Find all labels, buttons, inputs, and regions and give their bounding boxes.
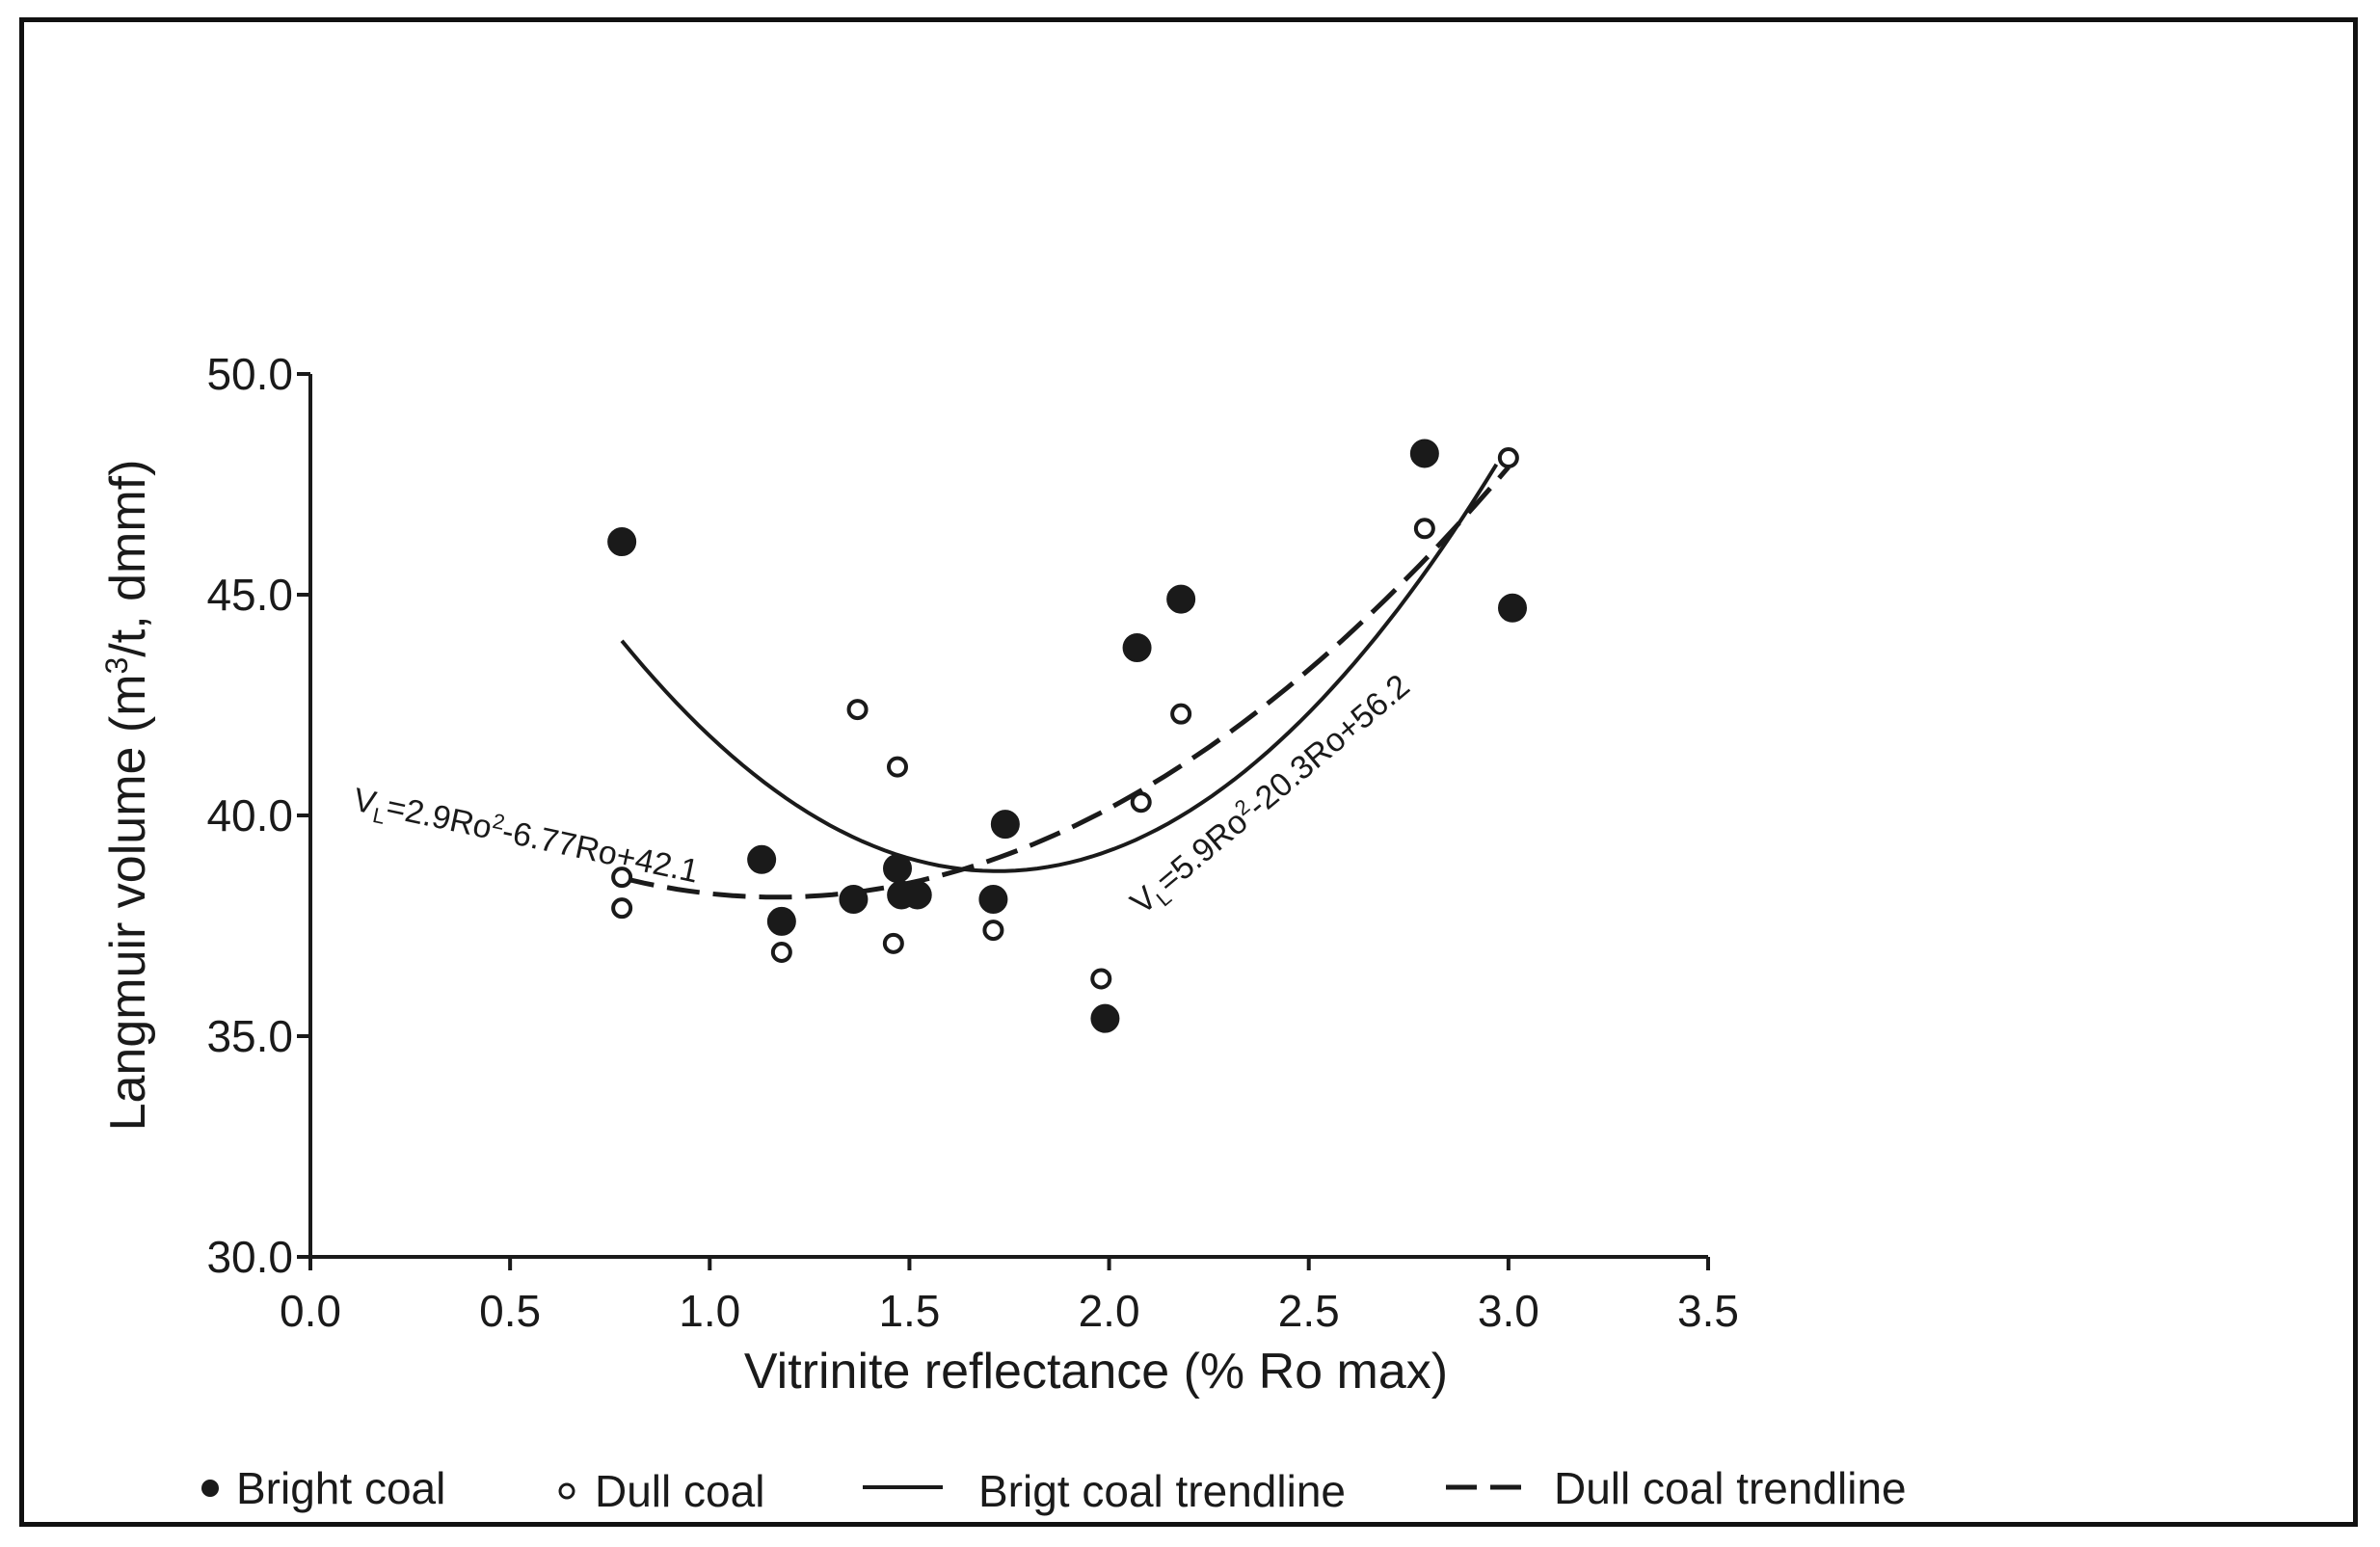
y-axis-title: Langmuir volume (m3/t, dmmf) — [99, 460, 156, 1132]
dull-coal-point — [882, 932, 904, 954]
bright-coal-point — [1498, 593, 1527, 623]
dull-coal-point — [1170, 703, 1192, 725]
bright-coal-point — [766, 906, 796, 936]
dull-coal-point — [1130, 791, 1152, 814]
legend-dull-coal-label: Dull coal — [595, 1466, 764, 1516]
x-tick-label: 1.0 — [679, 1286, 740, 1336]
bright-trendline-equation: VL=5.9Ro2-20.3Ro+56.2 — [1122, 666, 1419, 925]
legend-dull-coal-marker — [558, 1482, 575, 1500]
trendlines — [620, 463, 1511, 900]
legend: Bright coal Dull coal Brigt coal trendli… — [201, 1463, 1907, 1516]
legend-bright-coal-marker — [201, 1480, 219, 1497]
x-tick-label: 1.5 — [878, 1286, 940, 1336]
x-tick-label: 0.0 — [280, 1286, 341, 1336]
dull-trendline-equation: VL=2.9Ro2-6.77Ro+42.1 — [349, 780, 702, 895]
bright-coal-point — [607, 527, 637, 557]
y-axis-title-part2: /t, dmmf) — [100, 460, 156, 657]
dull-coal-point — [887, 756, 908, 778]
dull-eq-part2: -6.77Ro+42.1 — [499, 813, 702, 890]
figure-frame — [19, 17, 2358, 1527]
dull-coal-trendline — [621, 465, 1511, 900]
bright-coal-point — [1122, 632, 1152, 662]
y-axis-title-superscript: 3 — [99, 657, 134, 675]
bright-coal-point — [902, 880, 932, 910]
x-axis-title: Vitrinite reflectance (% Ro max) — [744, 1344, 1448, 1400]
y-tick-label: 50.0 — [206, 349, 293, 399]
dull-coal-point — [611, 867, 633, 889]
dull-eq-sup: 2 — [491, 809, 507, 835]
dull-coal-point — [1497, 447, 1519, 469]
bright-eq-part1: =5.9Ro — [1149, 803, 1254, 899]
legend-dull-trendline-label: Dull coal trendline — [1554, 1463, 1907, 1513]
axes: 30.0 35.0 40.0 45.0 50.0 0.0 0.5 1.0 1.5 2.0 2.5 3… — [206, 349, 1739, 1336]
dull-eq-sub: L — [370, 803, 387, 829]
y-tick-label: 40.0 — [206, 790, 293, 840]
x-tick-label: 0.5 — [479, 1286, 541, 1336]
dull-coal-point — [846, 699, 869, 721]
dull-eq-part1: =2.9Ro — [384, 788, 495, 846]
bright-coal-point — [990, 810, 1020, 840]
data-points — [607, 439, 1527, 1033]
x-tick-label: 3.0 — [1478, 1286, 1539, 1336]
dull-coal-point — [1090, 968, 1112, 990]
legend-bright-trendline-label: Brigt coal trendline — [978, 1466, 1346, 1516]
bright-coal-point — [747, 844, 777, 874]
x-ticks: 0.0 0.5 1.0 1.5 2.0 2.5 3.0 3.5 — [280, 1257, 1739, 1336]
y-tick-label: 45.0 — [206, 570, 293, 620]
dull-coal-point — [982, 920, 1004, 942]
y-tick-label: 35.0 — [206, 1011, 293, 1061]
x-tick-label: 3.5 — [1677, 1286, 1739, 1336]
y-axis-title-part1: Langmuir volume (m — [100, 674, 156, 1131]
bright-coal-trendline — [620, 463, 1499, 873]
bright-coal-point — [1409, 439, 1439, 468]
bright-coal-point — [839, 885, 869, 915]
y-tick-label: 30.0 — [206, 1232, 293, 1282]
legend-bright-coal-label: Bright coal — [236, 1463, 445, 1513]
bright-coal-point — [1090, 1003, 1120, 1033]
x-tick-label: 2.5 — [1278, 1286, 1340, 1336]
dull-coal-point — [770, 941, 792, 963]
y-ticks: 30.0 35.0 40.0 45.0 50.0 — [206, 349, 310, 1282]
dull-coal-point — [1413, 518, 1435, 540]
bright-coal-point — [883, 853, 912, 883]
dull-coal-point — [611, 897, 633, 920]
x-tick-label: 2.0 — [1079, 1286, 1140, 1336]
bright-coal-point — [978, 885, 1008, 915]
bright-coal-point — [1166, 584, 1196, 614]
